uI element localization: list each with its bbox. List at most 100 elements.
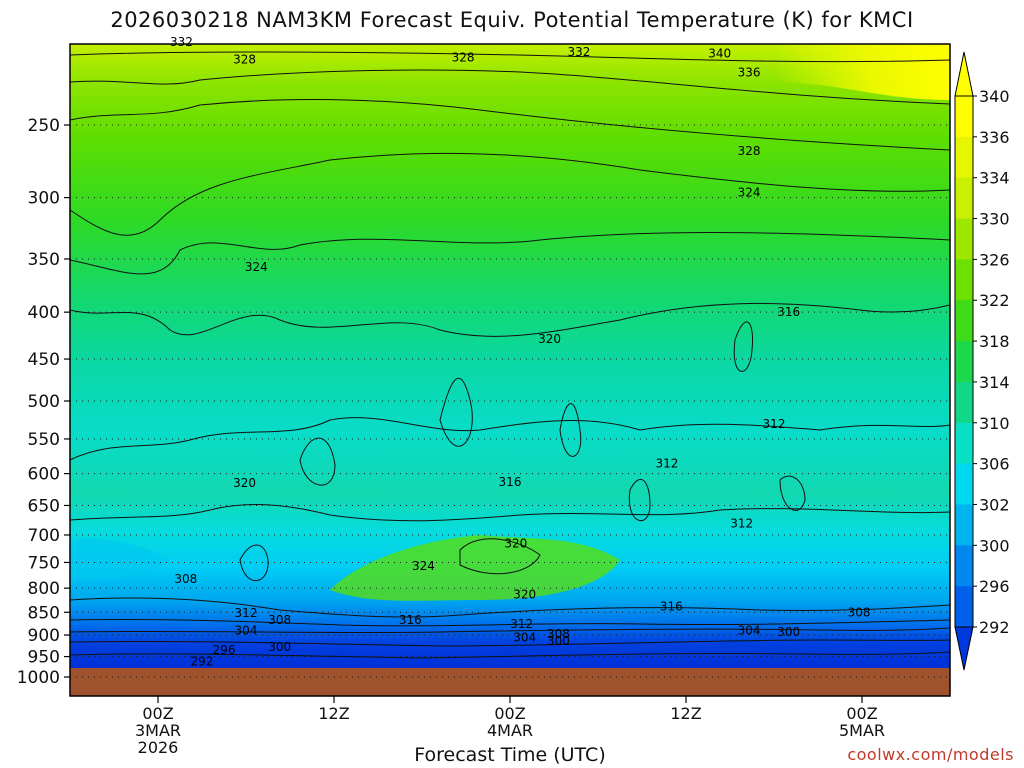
colorbar-label: 336 [979,128,1010,147]
colorbar-label: 310 [979,414,1010,433]
y-tick-label: 750 [28,553,60,573]
contour-label: 312 [510,617,533,631]
y-tick-label: 550 [28,430,60,450]
x-tick-label: 00Z [142,704,173,723]
x-tick-label: 4MAR [487,721,533,740]
colorbar-label: 340 [979,87,1010,106]
contour-label: 316 [660,600,683,614]
contour-label: 328 [452,50,475,64]
colorbar-label: 292 [979,618,1010,637]
contour-line [459,538,541,575]
contour-line [69,597,951,618]
y-tick-label: 650 [28,496,60,516]
contour-label: 316 [777,305,800,319]
contour-label: 324 [412,559,435,573]
colorbar-segment [955,341,973,383]
contour-label: 320 [513,588,536,602]
colorbar-label: 296 [979,577,1010,596]
contour-lines [69,51,951,659]
contour-label: 312 [730,516,753,530]
contour-label: 324 [245,260,268,274]
colorbar-label: 318 [979,332,1010,351]
y-tick-label: 1000 [17,668,60,688]
contour-line [439,377,473,447]
contour-line [69,627,951,634]
y-tick-label: 600 [28,465,60,485]
contour-label: 320 [233,476,256,490]
contour-line [779,475,806,511]
y-tick-label: 250 [28,116,60,136]
contour-line [69,651,951,659]
colorbar-segment [955,504,973,546]
colorbar-segment [955,218,973,260]
colorbar-segment [955,381,973,424]
contour-line [69,51,951,63]
x-tick-label: 12Z [670,704,701,723]
colorbar-bottom-arrow [954,626,974,671]
contour-line [69,639,951,647]
colorbar-label: 330 [979,210,1010,229]
colorbar: 340 336 334 330 326 322 318 314 310 306 302 300 296 2… [954,51,1010,671]
contour-label: 308 [268,613,291,627]
y-tick-label: 450 [28,350,60,370]
contour-line [69,69,951,105]
contour-label: 308 [547,627,570,641]
contour-line [69,302,951,337]
contour-label: 324 [738,185,761,199]
credit-text: coolwx.com/models [847,745,1014,764]
contour-label: 300 [547,634,570,648]
colorbar-segment [955,300,973,342]
contour-label: 340 [708,47,731,61]
contour-label: 312 [763,417,786,431]
y-tick-label: 800 [28,579,60,599]
contour-label: 300 [268,640,291,654]
contour-line [69,417,951,461]
contour-label: 304 [513,630,536,644]
y-tick-label: 850 [28,603,60,623]
contour-label: 292 [191,655,214,669]
contour-label: 304 [235,624,258,638]
warm-layer-region [330,535,620,601]
colorbar-label: 326 [979,250,1010,269]
y-tick-label: 400 [28,303,60,323]
contour-line [239,544,269,582]
contour-label: 308 [174,572,197,586]
colorbar-segment [955,136,973,179]
contour-label: 316 [399,613,422,627]
contour-label: 312 [655,457,678,471]
x-tick-label: 12Z [318,704,349,723]
colorbar-frame [954,95,974,628]
ground-surface [70,668,950,696]
contour-line [69,99,951,151]
contour-label: 312 [235,606,258,620]
contour-line [733,321,754,372]
contour-label: 328 [233,52,256,66]
colorbar-label: 334 [979,169,1010,188]
contour-label: 304 [738,624,761,638]
colorbar-segment [955,96,973,138]
x-tick-label: 00Z [494,704,525,723]
x-tick-label: 2026 [138,738,179,757]
colorbar-segment [955,545,973,587]
y-axis: 250 300 350 400 450 500 550 600 650 700 750 800 850 9… [17,116,70,688]
contour-label: 300 [777,625,800,639]
colorbar-segment [955,586,973,628]
colorbar-label: 302 [979,495,1010,514]
colorbar-label: 306 [979,455,1010,474]
colorbar-segment [955,422,973,465]
colorbar-segment [955,177,973,220]
colorbar-label: 322 [979,291,1010,310]
contour-label: 320 [504,536,527,550]
contour-line [69,232,951,275]
contour-line [628,478,651,522]
colorbar-segment [955,259,973,301]
contour-label: 336 [738,65,761,79]
x-tick-label: 00Z [846,704,877,723]
contour-line [69,152,951,236]
y-tick-label: 300 [28,189,60,209]
x-tick-label: 5MAR [839,721,885,740]
contour-label: 332 [567,45,590,59]
